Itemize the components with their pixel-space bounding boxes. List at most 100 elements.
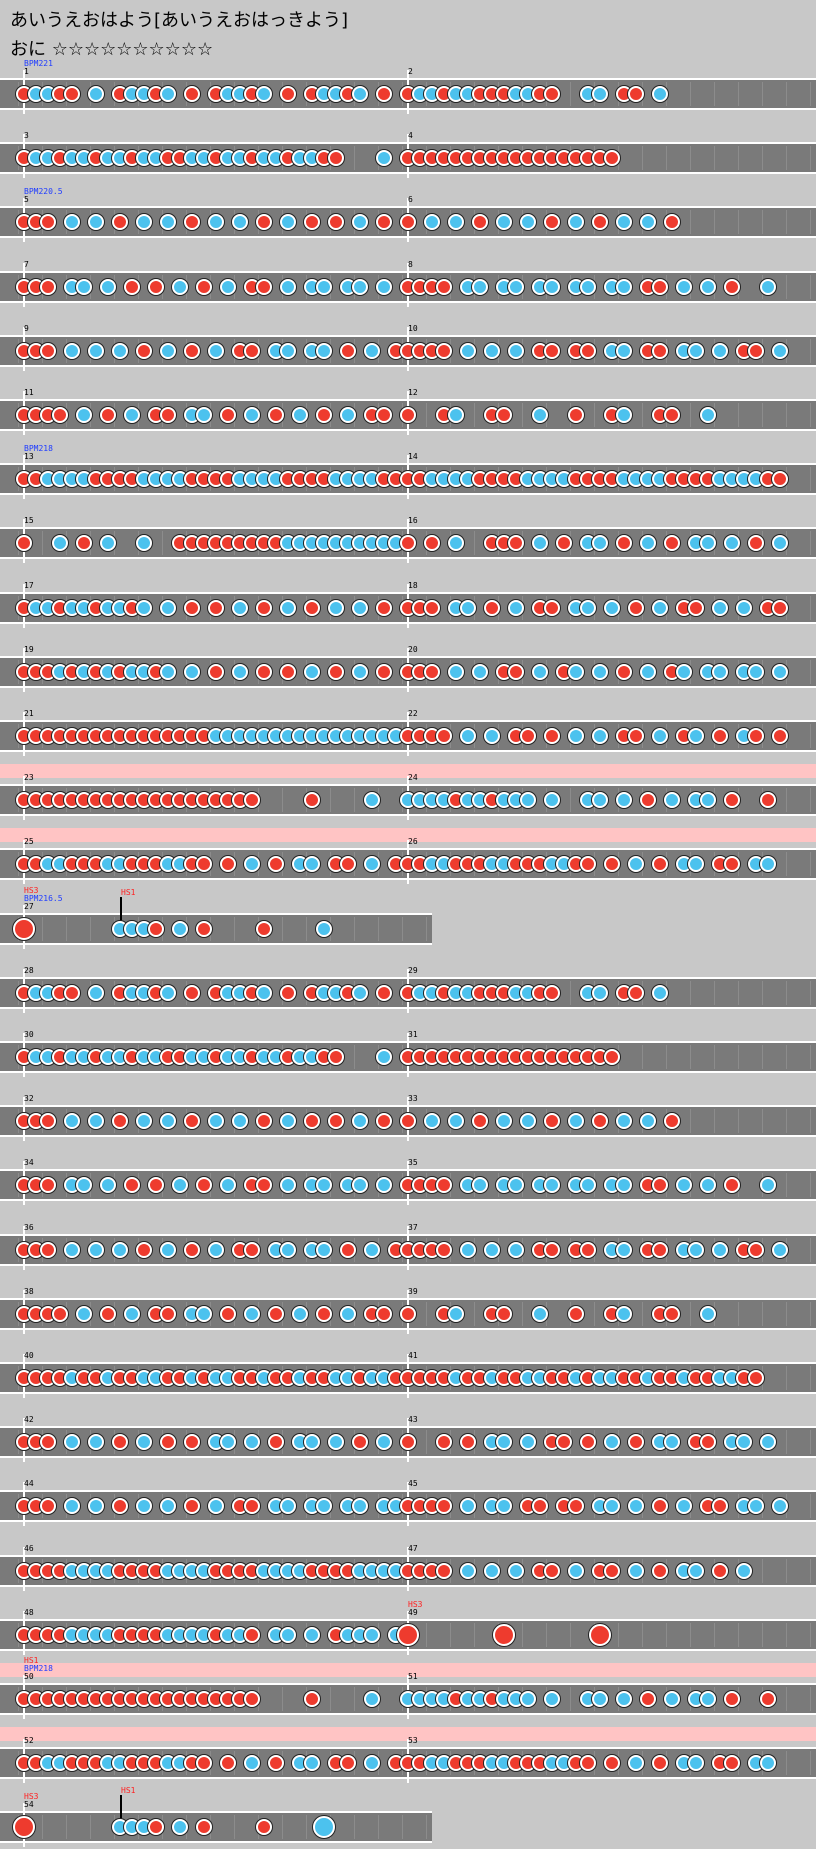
don-note xyxy=(280,663,296,680)
scroll-change-marker xyxy=(120,896,122,927)
don-note xyxy=(304,792,320,809)
ka-note xyxy=(532,1305,548,1322)
chart-row: 38 39 xyxy=(0,1272,816,1336)
big-don-note xyxy=(493,1623,515,1646)
ka-note xyxy=(508,1241,524,1258)
ka-note xyxy=(664,1691,680,1707)
ka-note xyxy=(244,407,260,423)
beat-tick xyxy=(810,980,811,1005)
ka-note xyxy=(280,214,296,231)
don-note xyxy=(376,984,392,1001)
beat-tick xyxy=(762,210,763,235)
don-note xyxy=(604,1562,620,1579)
don-note xyxy=(724,856,740,873)
ka-note xyxy=(700,278,716,295)
measure-number: 27 xyxy=(24,901,34,911)
don-note xyxy=(196,278,212,295)
don-note xyxy=(400,214,416,231)
ka-note xyxy=(772,663,788,680)
chart-row: 1 BPM221 2 xyxy=(0,52,816,116)
don-note xyxy=(376,214,392,231)
don-note xyxy=(424,663,440,680)
don-note xyxy=(196,920,212,937)
measure-number: 22 xyxy=(408,709,418,718)
big-don-note xyxy=(397,1623,419,1646)
ka-note xyxy=(448,663,464,680)
ka-note xyxy=(232,214,248,231)
beat-tick xyxy=(786,82,787,106)
scroll-speed-label: HS3 xyxy=(408,1599,423,1609)
beat-tick xyxy=(42,1815,43,1840)
beat-tick xyxy=(786,1430,787,1455)
beat-tick xyxy=(354,1687,355,1711)
beat-tick xyxy=(690,980,691,1005)
ka-note xyxy=(616,407,632,423)
ka-note xyxy=(76,278,92,295)
don-note xyxy=(760,1691,776,1707)
scroll-speed-label: HS3 xyxy=(24,1792,39,1802)
don-note xyxy=(64,984,80,1001)
chart-row: 17 18 xyxy=(0,566,816,630)
don-note xyxy=(340,856,356,873)
measure-number: 44 xyxy=(24,1479,34,1489)
don-note xyxy=(40,342,56,359)
ka-note xyxy=(448,214,464,231)
ka-note xyxy=(256,984,272,1001)
beat-tick xyxy=(762,1622,763,1647)
beat-tick xyxy=(810,467,811,492)
measure-number: 31 xyxy=(408,1030,418,1039)
don-note xyxy=(748,1370,764,1386)
chart-row: 32 33 xyxy=(0,1079,816,1143)
ka-note xyxy=(64,214,80,231)
ka-note xyxy=(688,728,704,744)
beat-tick xyxy=(810,1622,811,1647)
beat-tick xyxy=(810,1751,811,1776)
don-note xyxy=(436,1562,452,1579)
don-note xyxy=(592,214,608,231)
ka-note xyxy=(160,214,176,231)
ka-note xyxy=(280,1626,296,1643)
don-note xyxy=(772,471,788,488)
beat-tick xyxy=(810,403,811,427)
chart-row: 46 47 xyxy=(0,1529,816,1593)
don-note xyxy=(136,1241,152,1258)
beat-tick xyxy=(810,1045,811,1069)
beat-tick xyxy=(810,1237,811,1262)
ka-note xyxy=(724,535,740,552)
ka-note xyxy=(196,1305,212,1322)
don-note xyxy=(652,278,668,295)
measure-number: 36 xyxy=(24,1222,34,1232)
chart-row: 54 HS3 HS1 xyxy=(0,1785,816,1849)
ka-note xyxy=(604,599,620,616)
don-note xyxy=(580,1241,596,1258)
ka-note xyxy=(160,1241,176,1258)
beat-tick xyxy=(354,1045,355,1069)
measure-number: 28 xyxy=(24,965,34,975)
beat-tick xyxy=(474,531,475,556)
beat-tick xyxy=(354,1815,355,1840)
beat-tick xyxy=(402,1815,403,1840)
beat-tick xyxy=(786,980,787,1005)
ka-note xyxy=(160,599,176,616)
don-note xyxy=(376,407,392,423)
beat-tick xyxy=(810,338,811,363)
don-note xyxy=(304,1691,320,1707)
don-note xyxy=(376,1305,392,1322)
don-note xyxy=(664,1305,680,1322)
ka-note xyxy=(160,86,176,102)
beat-tick xyxy=(810,210,811,235)
ka-note xyxy=(316,1241,332,1258)
beat-tick xyxy=(738,1301,739,1326)
don-note xyxy=(40,214,56,231)
chart-row: 11 12 xyxy=(0,373,816,437)
ka-note xyxy=(88,1241,104,1258)
song-title: あいうえおはよう[あいうえおはっきよう] xyxy=(10,10,349,31)
ka-note xyxy=(700,1305,716,1322)
beat-tick xyxy=(762,980,763,1005)
beat-tick xyxy=(282,1687,283,1711)
ka-note xyxy=(532,535,548,552)
don-note xyxy=(40,1241,56,1258)
don-note xyxy=(40,278,56,295)
ka-note xyxy=(712,663,728,680)
don-note xyxy=(244,1241,260,1258)
